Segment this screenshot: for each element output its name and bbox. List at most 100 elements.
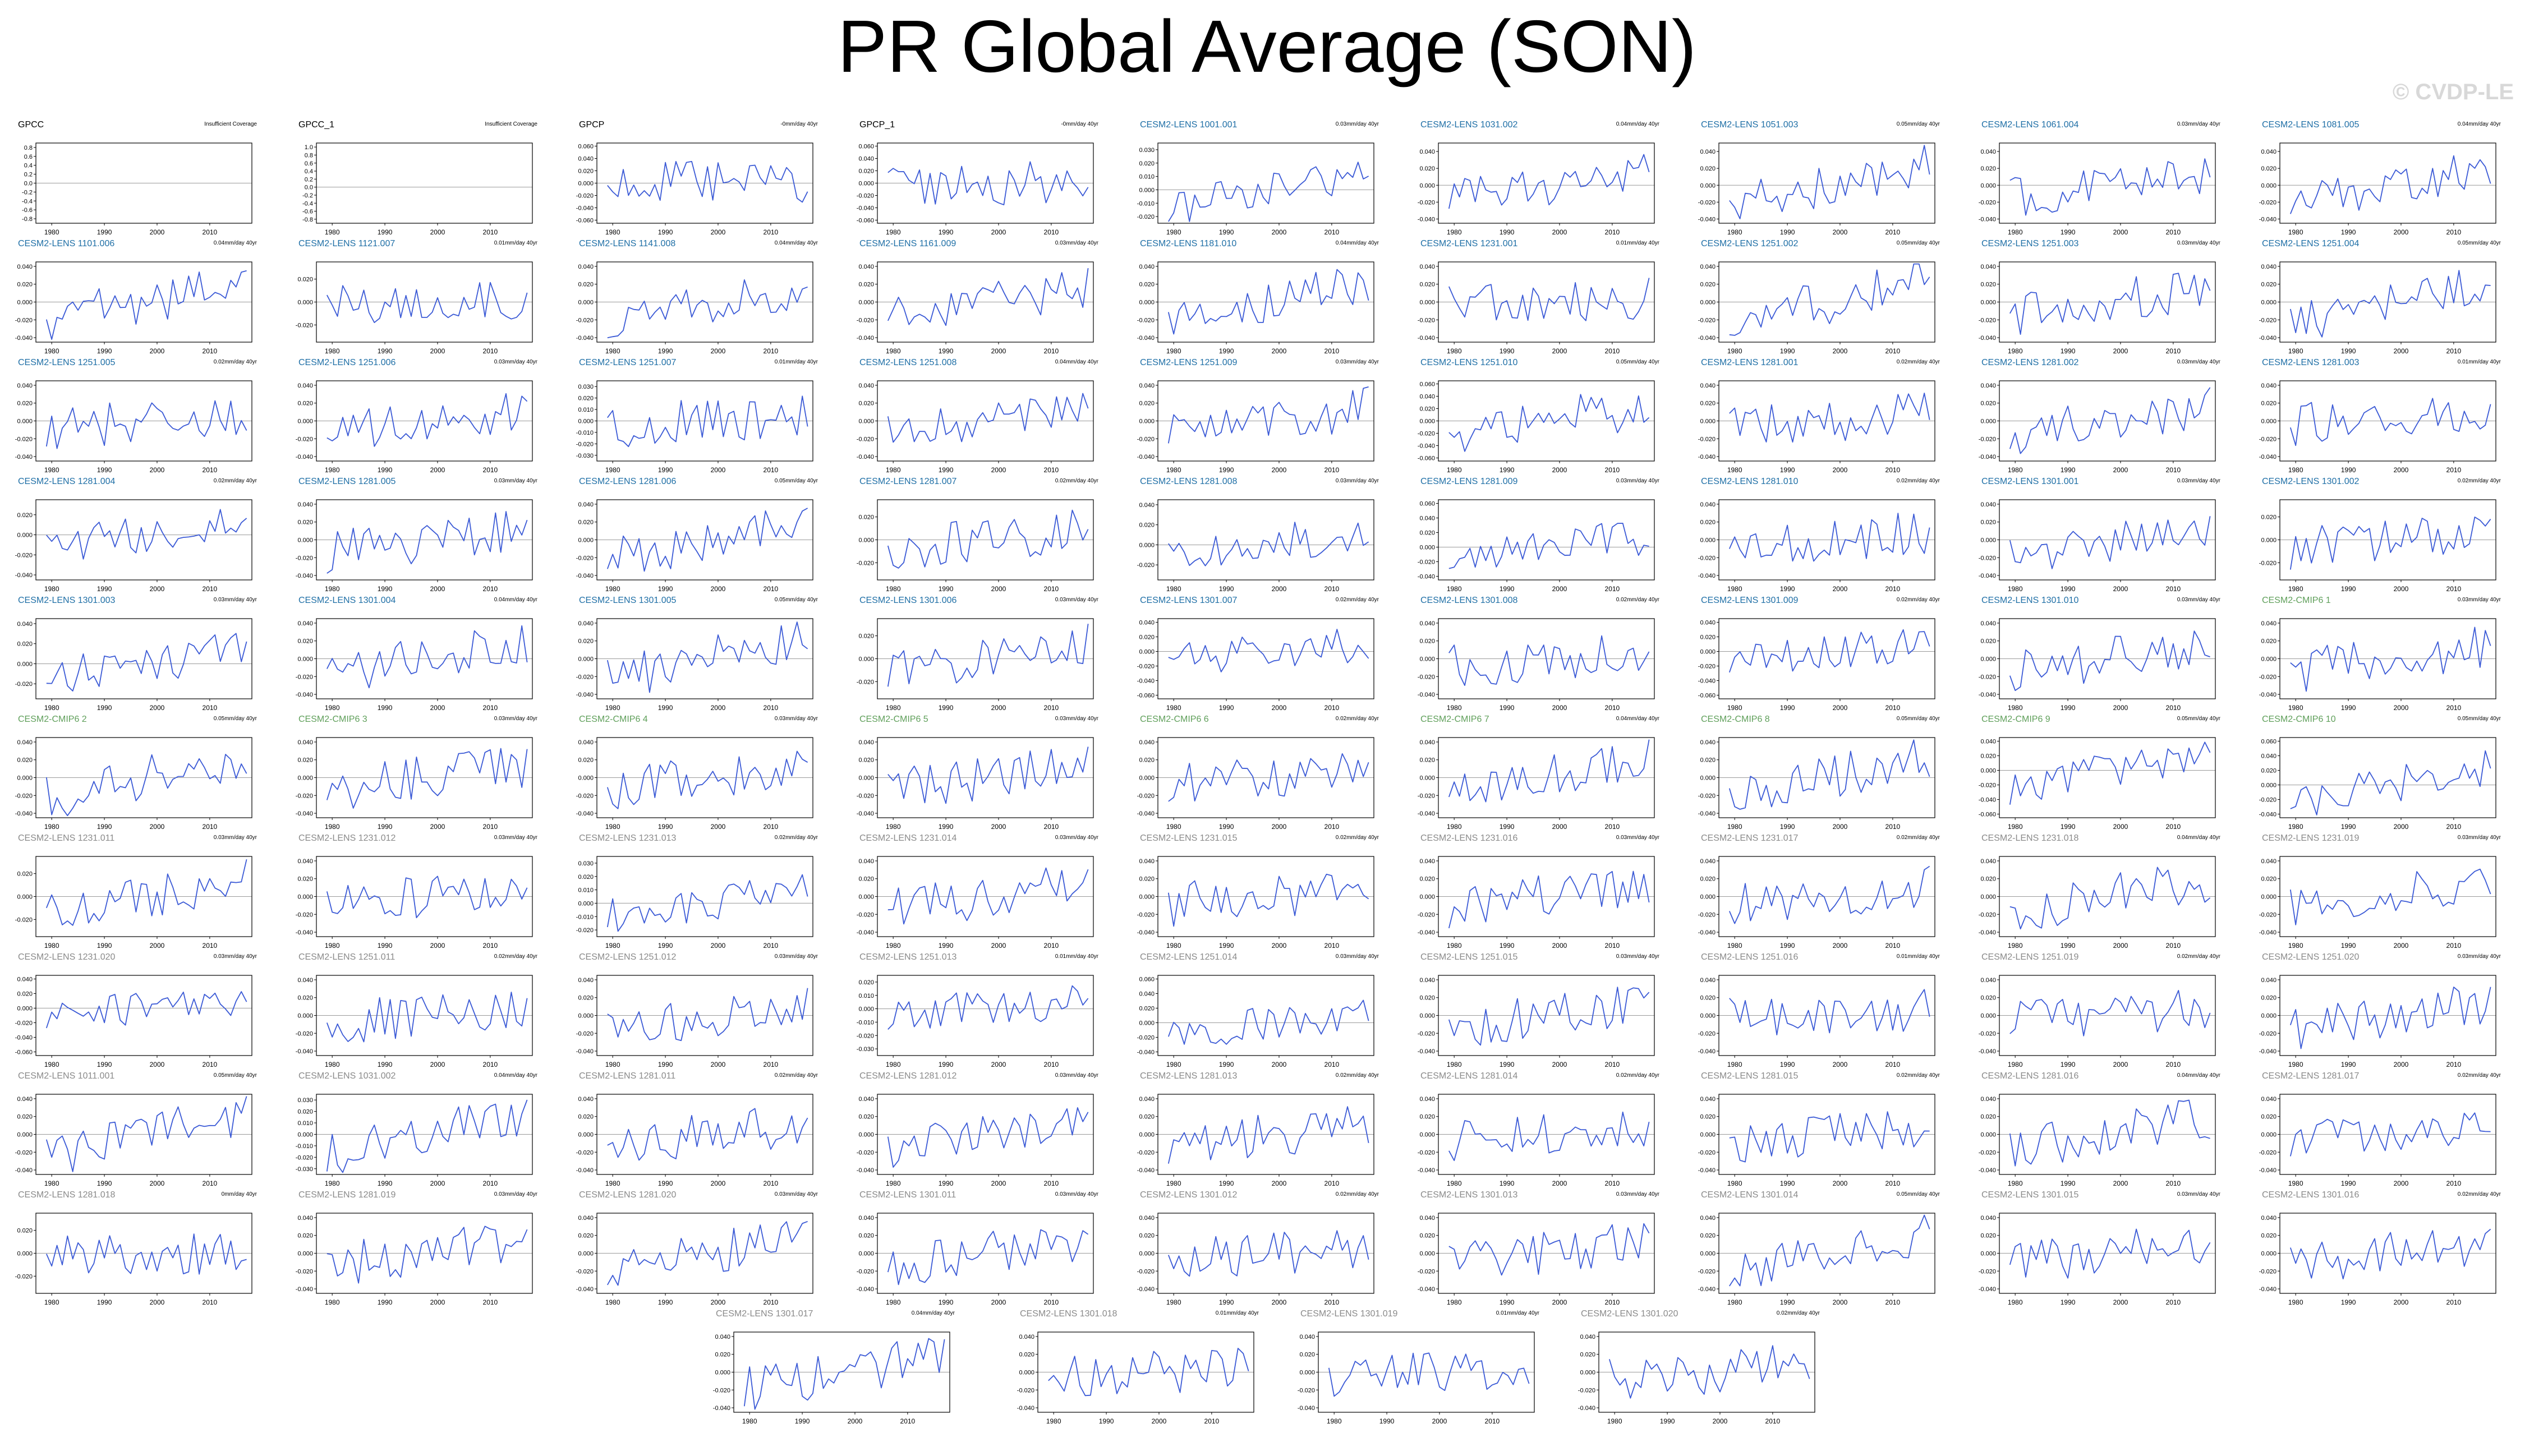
y-tick-label: -0.040 <box>1698 1048 1716 1055</box>
y-tick-label: 0.040 <box>297 501 313 508</box>
x-tick-label: 2000 <box>1272 466 1287 474</box>
y-tick-label: 0.020 <box>1419 165 1435 172</box>
x-tick-label: 1980 <box>44 228 59 236</box>
x-tick-label: 2010 <box>1885 585 1901 593</box>
x-tick-label: 2010 <box>2446 1298 2462 1306</box>
y-tick-label: -0.020 <box>15 1273 33 1280</box>
series-line <box>2289 398 2491 446</box>
y-tick-label: -0.020 <box>1979 1030 1996 1037</box>
y-tick-label: 0.040 <box>17 383 33 389</box>
y-tick-label: 0.020 <box>715 1352 730 1358</box>
x-tick-label: 1980 <box>1166 228 1181 236</box>
y-tick-label: -0.020 <box>2259 317 2277 324</box>
x-tick-label: 1990 <box>1219 1179 1234 1187</box>
y-tick-label: 0.040 <box>1980 383 1996 389</box>
series-line <box>45 1233 247 1275</box>
x-tick-label: 1990 <box>97 228 112 236</box>
y-tick-label: 0.020 <box>578 874 594 881</box>
plot-frame <box>596 737 813 818</box>
y-tick-label: 0.000 <box>2261 1132 2277 1139</box>
y-tick-label: -0.040 <box>15 1035 33 1042</box>
panel-trend-label: 0.04mm/day 40yr <box>1055 359 1098 365</box>
x-tick-label: 1980 <box>44 347 59 355</box>
panel: CESM2-LENS 1281.004 0.02mm/day 40yr 0.020 0… <box>13 477 260 595</box>
plot-frame <box>316 1094 533 1175</box>
y-tick-label: -0.040 <box>576 1167 594 1174</box>
y-tick-label: -0.8 <box>22 216 33 223</box>
panel-plot: 0.040 0.020 0.000 -0.020 -0.040 1980 1990 2000 2… <box>1698 1213 1935 1306</box>
y-tick-label: -0.060 <box>576 218 594 224</box>
x-tick-label: 2000 <box>1552 942 1567 950</box>
panel-plot: 0.040 0.020 0.000 -0.020 -0.040 1980 1990 2000 2… <box>1418 618 1655 712</box>
panel-title: CESM2-LENS 1181.010 <box>1140 239 1237 248</box>
y-tick-label: 0.040 <box>1419 264 1435 270</box>
panel-plot: 0.040 0.020 0.000 -0.020 -0.040 1980 1990 2000 2… <box>1418 142 1655 236</box>
y-tick-label: -0.020 <box>1698 199 1716 206</box>
y-tick-label: 0.020 <box>1139 522 1155 529</box>
x-tick-label: 2010 <box>1325 1179 1340 1187</box>
panel: CESM2-LENS 1181.010 0.04mm/day 40yr 0.040 0… <box>1135 239 1382 357</box>
x-tick-label: 1980 <box>2008 704 2023 712</box>
panel-plot: 0.040 0.020 0.000 -0.020 -0.040 1980 1990 2000 2… <box>576 1213 813 1306</box>
series-line <box>326 625 528 689</box>
x-tick-label: 1980 <box>325 228 340 236</box>
plot-frame <box>35 975 252 1056</box>
panel: CESM2-LENS 1301.008 0.02mm/day 40yr 0.040 0… <box>1416 596 1663 713</box>
panel-title: GPCP_1 <box>859 120 895 130</box>
x-tick-label: 1980 <box>1727 466 1742 474</box>
panel-trend-label: 0mm/day 40yr <box>221 1191 257 1197</box>
panel-title: CESM2-CMIP6 4 <box>579 715 648 724</box>
x-tick-label: 1980 <box>2288 1061 2303 1068</box>
x-tick-label: 2000 <box>2113 585 2128 593</box>
series-line <box>887 985 1089 1030</box>
x-tick-label: 1990 <box>1500 704 1515 712</box>
series-line <box>887 747 1089 804</box>
y-tick-label: 0.020 <box>1980 519 1996 526</box>
y-tick-label: -0.040 <box>15 454 33 460</box>
y-tick-label: 0.020 <box>1419 995 1435 1002</box>
plot-frame <box>596 261 813 343</box>
y-tick-label: -0.040 <box>1698 216 1716 223</box>
y-tick-label: -0.020 <box>15 681 33 688</box>
x-tick-label: 1980 <box>1447 228 1462 236</box>
y-tick-label: 0.000 <box>1700 300 1716 306</box>
y-tick-label: -0.040 <box>1979 692 1996 698</box>
x-tick-label: 2000 <box>711 228 726 236</box>
panel-title: CESM2-LENS 1251.020 <box>2262 952 2360 962</box>
x-tick-label: 1990 <box>1219 347 1234 355</box>
y-tick-label: 0.010 <box>297 1120 313 1127</box>
y-tick-label: -0.040 <box>15 810 33 817</box>
x-tick-label: 1990 <box>939 1061 954 1068</box>
panel-title: CESM2-LENS 1231.015 <box>1140 833 1238 843</box>
y-tick-label: 0.040 <box>578 1215 594 1222</box>
y-tick-label: 0.040 <box>578 156 594 163</box>
y-tick-label: -0.060 <box>1698 693 1716 699</box>
y-tick-label: 0.040 <box>1139 620 1155 626</box>
plot-frame <box>35 499 252 580</box>
panel: CESM2-LENS 1251.010 0.05mm/day 40yr 0.060 0… <box>1416 358 1663 476</box>
y-tick-label: 0.040 <box>1019 1334 1034 1340</box>
panel-title: CESM2-LENS 1301.019 <box>1300 1309 1398 1319</box>
panel-plot: 0.040 0.020 0.000 -0.020 -0.040 1980 1990 2000 2… <box>1698 142 1935 236</box>
x-tick-label: 1980 <box>2288 228 2303 236</box>
panel-title: CESM2-CMIP6 9 <box>1981 715 2050 724</box>
panel-plot: 0.040 0.020 0.000 -0.020 -0.040 -0.060 1980 199… <box>1979 737 2216 831</box>
x-tick-label: 2010 <box>483 704 498 712</box>
panel-title: CESM2-LENS 1251.015 <box>1420 952 1518 962</box>
panel-plot: 0.040 0.020 0.000 -0.020 -0.040 1980 1990 2000 2… <box>1137 1213 1374 1306</box>
x-tick-label: 2010 <box>764 1179 779 1187</box>
x-tick-label: 2000 <box>1272 585 1287 593</box>
panel-plot: 0.020 0.000 -0.020 1980 1990 2000 2010 <box>15 1213 252 1306</box>
panel-plot: 0.040 0.020 0.000 -0.020 -0.040 1980 1990 2000 2… <box>2259 1213 2496 1306</box>
y-tick-label: 0.4 <box>24 163 33 169</box>
panel-trend-label: 0.03mm/day 40yr <box>2457 835 2501 841</box>
y-tick-label: -0.020 <box>15 1149 33 1156</box>
series-line <box>2009 387 2211 454</box>
y-tick-label: -0.020 <box>2259 560 2277 566</box>
x-tick-label: 2010 <box>1605 1061 1620 1068</box>
y-tick-label: -0.020 <box>1698 555 1716 561</box>
x-tick-label: 2000 <box>2113 704 2128 712</box>
panel-title: CESM2-LENS 1281.019 <box>298 1190 396 1200</box>
panel-plot: 0.040 0.020 0.000 -0.020 -0.040 1980 1990 2000 2… <box>2259 1094 2496 1187</box>
panel-title: CESM2-LENS 1281.001 <box>1701 358 1799 367</box>
